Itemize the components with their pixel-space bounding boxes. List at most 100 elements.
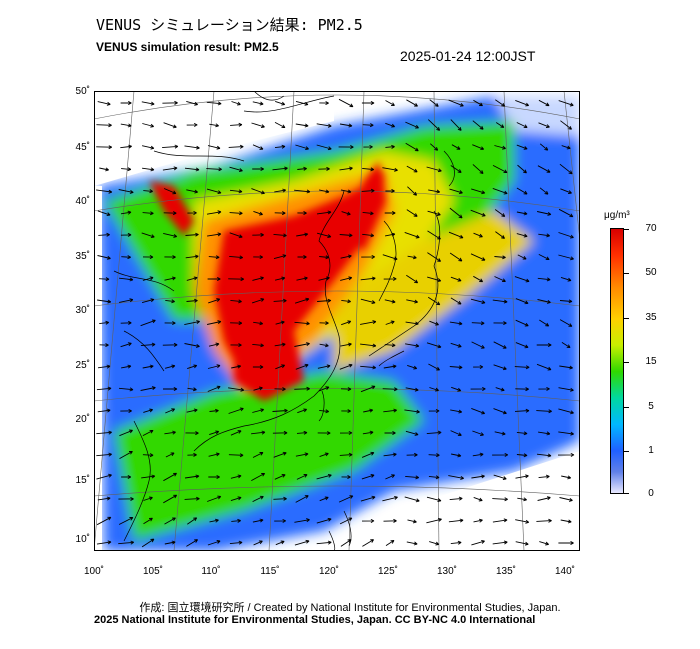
wind-arrow — [119, 277, 134, 282]
wind-arrow — [538, 386, 550, 391]
wind-arrow — [207, 320, 222, 325]
wind-arrow — [163, 494, 178, 504]
wind-arrow — [228, 144, 244, 149]
wind-arrow — [516, 122, 528, 129]
wind-arrow — [163, 211, 177, 216]
wind-arrow — [429, 541, 440, 546]
wind-arrow — [405, 430, 419, 436]
wind-arrow — [360, 365, 377, 370]
wind-arrow — [340, 387, 352, 392]
wind-arrow — [472, 144, 485, 151]
title-japanese: VENUS シミュレーション結果: PM2.5 — [96, 16, 363, 34]
wind-arrow — [164, 430, 176, 435]
wind-arrow — [561, 145, 571, 150]
wind-arrow — [495, 122, 505, 128]
wind-arrow — [516, 453, 528, 458]
colorbar-tick-0 — [624, 493, 629, 494]
graticule — [94, 91, 580, 551]
wind-arrow — [382, 495, 398, 502]
wind-arrow — [119, 429, 133, 437]
wind-arrow — [118, 387, 134, 392]
wind-arrow — [98, 277, 110, 282]
wind-arrow — [558, 408, 574, 415]
wind-arrow — [383, 518, 397, 523]
field-red-south — [234, 331, 304, 401]
wind-arrow — [362, 167, 375, 172]
wind-arrow — [362, 123, 374, 128]
wind-arrow — [274, 122, 286, 129]
wind-arrow — [316, 517, 332, 524]
wind-arrow — [209, 430, 220, 436]
wind-arrow — [120, 144, 132, 149]
wind-arrow — [341, 409, 351, 414]
wind-arrow — [472, 120, 484, 130]
wind-arrow — [162, 100, 178, 105]
lat-label-15: 15˚ — [75, 475, 90, 486]
wind-arrow — [515, 519, 530, 524]
coast-taiwan — [318, 390, 325, 422]
wind-arrow — [559, 163, 573, 175]
wind-arrow — [428, 189, 441, 194]
wind-arrow — [206, 167, 222, 172]
wind-arrow — [252, 101, 264, 106]
wind-arrow — [450, 276, 462, 282]
wind-arrow — [492, 187, 508, 195]
wind-arrow — [143, 189, 153, 194]
wind-arrow — [340, 276, 353, 281]
wind-arrow — [492, 299, 508, 304]
wind-arrow — [207, 145, 221, 150]
wind-arrow — [539, 319, 550, 327]
colorbar-label-5: 5 — [648, 401, 654, 412]
wind-arrow — [319, 343, 329, 348]
colorbar-label-35: 35 — [645, 312, 657, 323]
wind-arrow — [494, 255, 506, 260]
wind-arrow — [295, 100, 309, 106]
wind-arrow — [384, 343, 396, 348]
wind-arrow — [537, 277, 551, 282]
wind-arrow — [230, 321, 243, 326]
wind-arrow — [230, 430, 242, 436]
wind-arrow — [228, 453, 244, 458]
wind-arrow — [275, 320, 285, 325]
wind-arrow — [385, 539, 395, 546]
wind-arrow — [319, 255, 330, 260]
wind-arrow — [426, 430, 442, 435]
wind-arrow — [470, 253, 486, 261]
wind-arrow — [406, 541, 418, 546]
wind-arrow — [229, 211, 243, 216]
wind-arrow — [492, 497, 508, 502]
wind-arrow — [185, 431, 199, 436]
outside-domain-left — [94, 186, 102, 551]
wind-arrow — [362, 233, 375, 238]
wind-arrow — [187, 387, 197, 392]
wind-arrow — [252, 276, 264, 281]
wind-arrow — [317, 298, 332, 303]
wind-arrow — [427, 230, 441, 240]
wind-arrow — [471, 474, 485, 479]
lat-label-35: 35˚ — [75, 251, 90, 262]
lon-label-125: 125˚ — [377, 566, 398, 577]
wind-arrow — [120, 232, 132, 237]
lat-label-50: 50˚ — [75, 86, 90, 97]
wind-arrow — [516, 233, 528, 238]
wind-arrow — [517, 164, 527, 174]
wind-arrow — [450, 119, 462, 131]
wind-arrow — [275, 100, 286, 106]
wind-arrow — [360, 298, 376, 305]
wind-arrow — [208, 342, 220, 347]
wind-arrow — [493, 321, 507, 326]
wind-arrow — [294, 321, 310, 326]
wind-arrow — [187, 364, 198, 370]
wind-arrow — [140, 342, 156, 347]
wind-arrow — [252, 166, 265, 172]
wind-arrow — [472, 430, 484, 436]
wind-arrow — [494, 276, 506, 283]
wind-arrow — [338, 98, 354, 108]
wind-arrow — [538, 233, 550, 238]
wind-arrow — [537, 211, 552, 216]
wind-arrow — [121, 167, 132, 172]
wind-arrow — [121, 364, 132, 369]
wind-arrow — [141, 101, 155, 106]
wind-arrow — [470, 209, 486, 217]
wind-arrow — [162, 342, 178, 347]
